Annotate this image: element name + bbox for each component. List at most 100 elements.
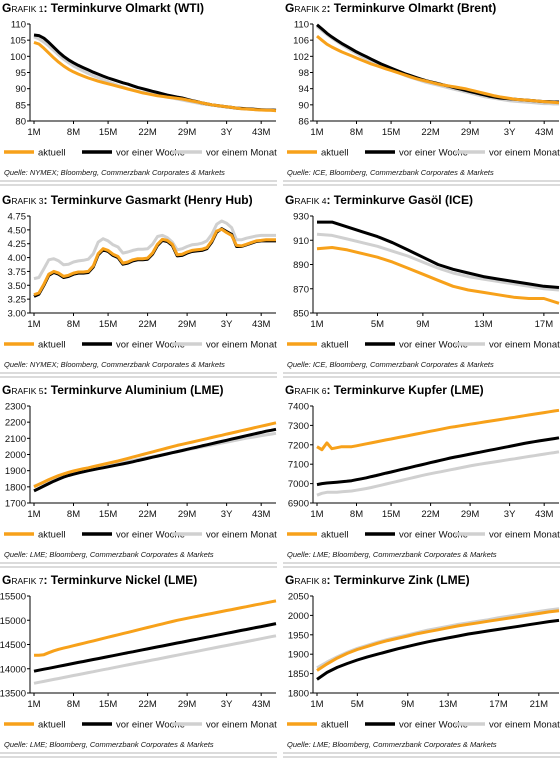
y-tick-label: 3.25 <box>8 295 27 306</box>
x-tick-label: 22M <box>138 127 157 138</box>
legend-label: vor einem Monat <box>489 530 560 541</box>
y-tick-label: 80 <box>15 117 26 128</box>
chart-title-initial: G <box>285 573 294 587</box>
legend-item: vor einer Woche <box>82 340 185 351</box>
y-tick-label: 6900 <box>288 499 309 510</box>
x-tick-label: 3Y <box>504 509 516 520</box>
x-tick-label: 15M <box>382 509 401 520</box>
y-tick-label: 100 <box>10 52 26 63</box>
y-tick-label: 110 <box>11 20 26 31</box>
x-tick-label: 9M <box>401 699 414 710</box>
chart-title-small: RAFIK 5 <box>11 386 43 396</box>
legend-item: vor einer Woche <box>365 340 468 351</box>
chart-title: GRAFIK 2: Terminkurve Olmarkt (Brent) <box>285 1 496 15</box>
chart-source: Quelle: NYMEX; Bloomberg, Commerzbank Co… <box>4 168 225 177</box>
x-tick-label: 29M <box>178 699 197 710</box>
y-tick-label: 1900 <box>288 650 309 661</box>
legend-label: vor einem Monat <box>489 340 560 351</box>
chart-source: Quelle: LME; Bloomberg, Commerzbank Corp… <box>287 550 497 559</box>
chart-title-small: RAFIK 8 <box>294 576 326 586</box>
chart-title: GRAFIK 5: Terminkurve Aluminium (LME) <box>2 383 223 397</box>
x-tick-label: 43M <box>535 127 554 138</box>
x-tick-label: 43M <box>252 509 271 520</box>
legend-label: vor einer Woche <box>116 340 185 351</box>
y-tick-label: 15500 <box>0 592 26 603</box>
chart-source: Quelle: LME; Bloomberg, Commerzbank Corp… <box>287 740 497 749</box>
chart-title: GRAFIK 1: Terminkurve Olmarkt (WTI) <box>2 1 204 15</box>
y-tick-label: 1950 <box>288 630 309 641</box>
x-tick-label: 13M <box>474 319 493 330</box>
x-tick-label: 29M <box>178 127 197 138</box>
y-tick-label: 90 <box>298 100 309 111</box>
chart-title-initial: G <box>2 1 11 15</box>
x-tick-label: 1M <box>310 509 323 520</box>
legend-label: vor einem Monat <box>489 720 560 731</box>
legend-label: vor einer Woche <box>399 148 468 159</box>
x-tick-label: 8M <box>350 509 363 520</box>
series-line-vor-einem-monat <box>33 219 276 281</box>
legend-label: vor einer Woche <box>399 530 468 541</box>
chart-title-small: RAFIK 1 <box>11 4 43 14</box>
chart-title-main: : Terminkurve Kupfer (LME) <box>326 383 483 397</box>
legend-label: vor einem Monat <box>206 148 277 159</box>
x-tick-label: 29M <box>178 509 197 520</box>
y-tick-label: 3.75 <box>8 267 27 278</box>
chart-title: GRAFIK 3: Terminkurve Gasmarkt (Henry Hu… <box>2 193 253 207</box>
x-tick-label: 29M <box>178 319 197 330</box>
legend-item: vor einer Woche <box>82 720 185 731</box>
series-line-aktuell <box>34 599 277 657</box>
legend-label: aktuell <box>321 530 348 541</box>
x-tick-label: 29M <box>461 509 480 520</box>
y-tick-label: 1700 <box>5 499 26 510</box>
x-tick-label: 3Y <box>221 699 233 710</box>
y-tick-label: 106 <box>293 36 309 47</box>
x-tick-label: 5M <box>371 319 384 330</box>
y-tick-label: 7200 <box>288 440 309 451</box>
x-tick-label: 43M <box>252 127 271 138</box>
series-line-vor-einem-monat <box>33 35 276 112</box>
legend-item: vor einem Monat <box>455 720 560 731</box>
y-tick-label: 14500 <box>0 640 26 651</box>
x-tick-label: 3Y <box>504 127 516 138</box>
y-tick-label: 2200 <box>5 418 26 429</box>
x-tick-label: 8M <box>350 127 363 138</box>
legend-item: vor einem Monat <box>455 148 560 159</box>
y-tick-label: 2050 <box>288 592 309 603</box>
y-tick-label: 930 <box>293 212 309 223</box>
y-tick-label: 14000 <box>0 664 26 675</box>
y-tick-label: 1850 <box>288 669 309 680</box>
y-tick-label: 110 <box>294 20 309 31</box>
y-tick-label: 4.50 <box>8 225 27 236</box>
chart-source: Quelle: LME; Bloomberg, Commerzbank Corp… <box>4 550 214 559</box>
y-tick-label: 15000 <box>0 616 26 627</box>
series-line-vor-einer-woche <box>316 618 560 681</box>
legend-label: vor einer Woche <box>116 530 185 541</box>
series-line-aktuell <box>33 40 277 113</box>
y-tick-label: 94 <box>298 84 309 95</box>
legend-label: vor einer Woche <box>399 720 468 731</box>
chart-source: Quelle: NYMEX; Bloomberg, Commerzbank Co… <box>4 360 225 369</box>
chart-title: GRAFIK 7: Terminkurve Nickel (LME) <box>2 573 197 587</box>
x-tick-label: 15M <box>99 319 118 330</box>
legend-item: aktuell <box>4 720 65 731</box>
x-tick-label: 8M <box>67 127 80 138</box>
series-line-vor-einem-monat <box>316 450 560 497</box>
y-tick-label: 4.75 <box>8 212 27 223</box>
x-tick-label: 15M <box>99 127 118 138</box>
x-tick-label: 29M <box>461 127 480 138</box>
x-tick-label: 22M <box>138 319 157 330</box>
x-tick-label: 17M <box>535 319 554 330</box>
y-tick-label: 2000 <box>5 450 26 461</box>
chart-panel-1: GRAFIK 1: Terminkurve Olmarkt (WTI) 80 85 9… <box>0 1 277 186</box>
legend-label: vor einer Woche <box>116 720 185 731</box>
chart-panel-4: GRAFIK 4: Terminkurve Gasöl (ICE) 850 870 8… <box>283 193 560 378</box>
chart-title-initial: G <box>2 573 11 587</box>
x-tick-label: 8M <box>67 509 80 520</box>
series-line-aktuell <box>316 408 560 452</box>
legend-item: vor einer Woche <box>82 148 185 159</box>
x-tick-label: 43M <box>252 319 271 330</box>
x-tick-label: 43M <box>252 699 271 710</box>
legend-item: vor einer Woche <box>365 530 468 541</box>
y-tick-label: 1800 <box>288 689 309 700</box>
